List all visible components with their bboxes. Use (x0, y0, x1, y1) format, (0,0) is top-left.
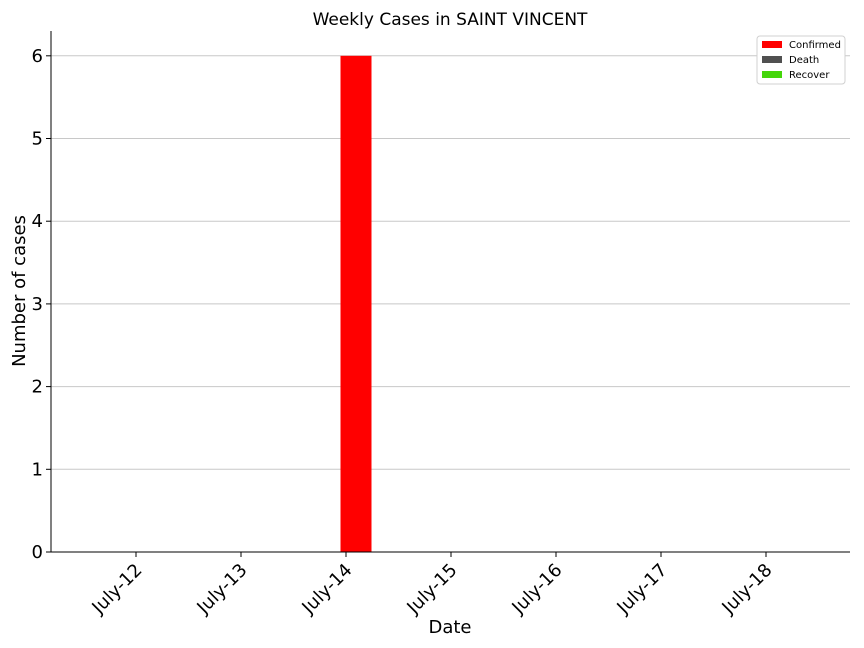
y-tick-label: 5 (32, 129, 43, 150)
x-tick-label: July-14 (298, 560, 357, 619)
bars (340, 55, 372, 553)
x-tick-label: July-16 (508, 560, 567, 619)
y-tick-label: 3 (32, 294, 43, 315)
legend-label-confirmed: Confirmed (789, 40, 841, 51)
legend-swatch-death (762, 56, 782, 63)
legend: Confirmed Death Recover (756, 35, 846, 85)
x-tick-label: July-18 (718, 560, 777, 619)
x-tick-label: July-12 (88, 560, 147, 619)
grid-lines (51, 55, 850, 470)
x-axis-title: Date (428, 617, 471, 638)
x-ticks: July-12 July-13 July-14 July-15 July-16 July-… (88, 552, 777, 619)
y-axis-title: Number of cases (9, 215, 30, 367)
bar-confirmed (340, 55, 372, 553)
y-tick-label: 0 (32, 542, 43, 563)
x-tick-label: July-13 (193, 560, 252, 619)
y-tick-label: 4 (32, 211, 43, 232)
legend-label-recover: Recover (789, 70, 830, 81)
y-tick-label: 2 (32, 377, 43, 398)
y-tick-label: 1 (32, 459, 43, 480)
x-tick-label: July-15 (403, 560, 462, 619)
legend-swatch-recover (762, 71, 782, 78)
chart-title: Weekly Cases in SAINT VINCENT (313, 10, 588, 30)
y-tick-label: 6 (32, 46, 43, 67)
legend-swatch-confirmed (762, 41, 782, 48)
x-tick-label: July-17 (613, 560, 672, 619)
y-ticks: 0 1 2 3 4 5 6 (32, 46, 51, 563)
legend-label-death: Death (789, 55, 819, 66)
